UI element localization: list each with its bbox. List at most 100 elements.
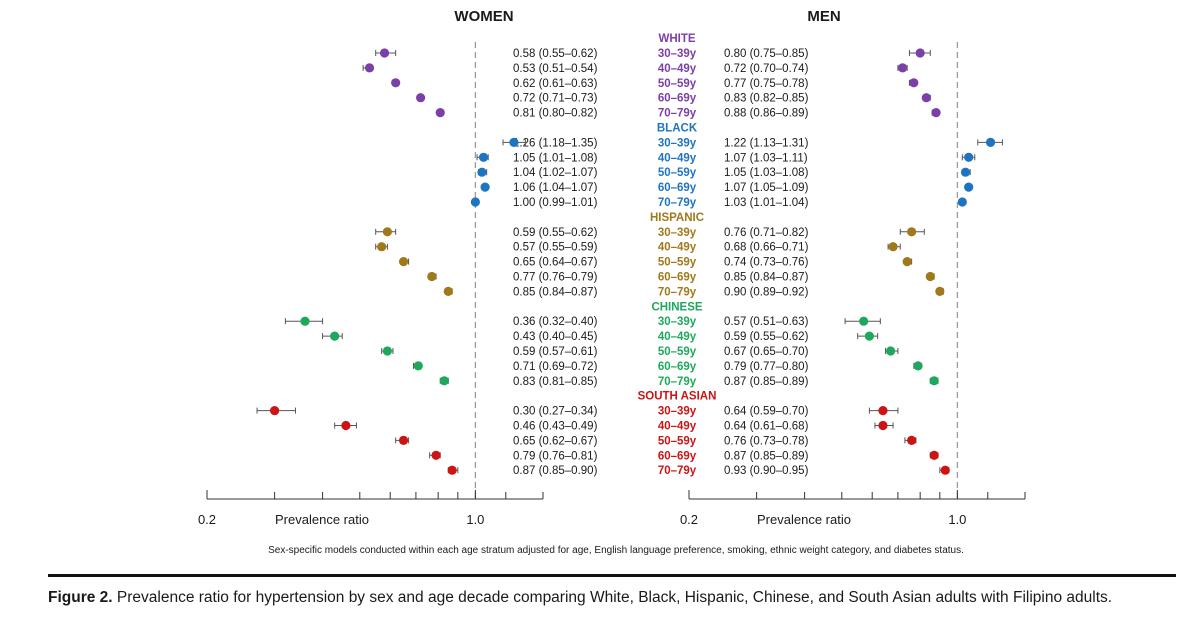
- x-axis-label-women: Prevalence ratio: [275, 512, 369, 527]
- estimate-text-women-south-asian-1: 0.46 (0.43–0.49): [513, 421, 598, 433]
- estimate-text-men-south-asian-2: 0.76 (0.73–0.78): [724, 435, 809, 447]
- age-label-black-3: 60–69y: [658, 182, 697, 194]
- point-women-hispanic-0: [382, 227, 392, 237]
- panel-title-women: WOMEN: [454, 8, 513, 25]
- age-label-south-asian-1: 40–49y: [658, 421, 697, 433]
- estimate-text-women-black-3: 1.06 (1.04–1.07): [513, 182, 598, 194]
- point-women-south-asian-3: [431, 450, 441, 460]
- estimate-text-men-black-4: 1.03 (1.01–1.04): [724, 197, 809, 209]
- point-women-black-0: [509, 137, 519, 147]
- point-men-chinese-3: [913, 361, 923, 371]
- age-label-hispanic-1: 40–49y: [658, 242, 697, 254]
- age-label-hispanic-3: 60–69y: [658, 272, 697, 284]
- estimate-text-women-hispanic-0: 0.59 (0.55–0.62): [513, 227, 598, 239]
- point-men-south-asian-3: [929, 450, 939, 460]
- group-label-south-asian: SOUTH ASIAN: [638, 391, 717, 403]
- age-label-white-0: 30–39y: [658, 48, 697, 60]
- estimate-text-men-south-asian-1: 0.64 (0.61–0.68): [724, 421, 809, 433]
- estimate-text-men-white-2: 0.77 (0.75–0.78): [724, 78, 809, 90]
- point-women-chinese-3: [413, 361, 423, 371]
- estimate-text-women-chinese-0: 0.36 (0.32–0.40): [513, 316, 598, 328]
- point-women-chinese-1: [330, 331, 340, 341]
- estimate-text-women-white-1: 0.53 (0.51–0.54): [513, 63, 598, 75]
- age-label-chinese-2: 50–59y: [658, 346, 697, 358]
- point-women-white-1: [364, 63, 375, 73]
- caption-label: Figure 2.: [48, 589, 113, 606]
- point-men-south-asian-1: [878, 420, 888, 431]
- point-men-black-2: [960, 167, 971, 177]
- point-men-white-4: [931, 108, 941, 118]
- point-men-south-asian-4: [940, 465, 950, 475]
- estimate-text-men-south-asian-0: 0.64 (0.59–0.70): [724, 406, 809, 418]
- estimate-text-men-hispanic-0: 0.76 (0.71–0.82): [724, 227, 809, 239]
- point-women-chinese-4: [439, 376, 449, 386]
- estimate-text-men-black-0: 1.22 (1.13–1.31): [724, 137, 809, 149]
- x-axis-label-men: Prevalence ratio: [757, 512, 851, 527]
- age-label-chinese-3: 60–69y: [658, 361, 697, 373]
- estimate-text-men-hispanic-2: 0.74 (0.73–0.76): [724, 257, 809, 269]
- estimate-text-men-chinese-1: 0.59 (0.55–0.62): [724, 331, 809, 343]
- estimate-text-women-chinese-4: 0.83 (0.81–0.85): [513, 376, 598, 388]
- estimate-text-men-hispanic-4: 0.90 (0.89–0.92): [724, 286, 809, 298]
- estimate-text-men-white-4: 0.88 (0.86–0.89): [724, 108, 809, 120]
- estimate-text-men-chinese-0: 0.57 (0.51–0.63): [724, 316, 809, 328]
- estimate-text-women-white-3: 0.72 (0.71–0.73): [513, 93, 598, 105]
- panel-title-men: MEN: [807, 8, 840, 25]
- point-men-black-4: [957, 197, 967, 207]
- age-label-black-1: 40–49y: [658, 152, 697, 164]
- age-label-black-0: 30–39y: [658, 137, 697, 149]
- estimate-text-women-black-4: 1.00 (0.99–1.01): [513, 197, 598, 209]
- x-tick-label-women-0.2: 0.2: [198, 512, 216, 527]
- point-men-black-3: [964, 182, 974, 192]
- point-men-hispanic-1: [888, 242, 898, 252]
- estimate-text-men-black-1: 1.07 (1.03–1.11): [724, 152, 808, 164]
- point-women-hispanic-4: [443, 286, 453, 296]
- estimate-text-men-chinese-4: 0.87 (0.85–0.89): [724, 376, 809, 388]
- point-women-south-asian-0: [270, 406, 280, 416]
- point-men-black-0: [985, 137, 996, 147]
- group-label-white: WHITE: [658, 33, 695, 45]
- estimate-text-women-south-asian-0: 0.30 (0.27–0.34): [513, 406, 598, 418]
- estimate-text-men-south-asian-4: 0.93 (0.90–0.95): [724, 465, 809, 477]
- point-women-white-3: [416, 93, 426, 103]
- estimate-text-men-white-1: 0.72 (0.70–0.74): [724, 63, 809, 75]
- point-women-black-2: [477, 167, 487, 177]
- estimate-text-women-chinese-3: 0.71 (0.69–0.72): [513, 361, 598, 373]
- point-men-hispanic-3: [925, 271, 935, 282]
- estimate-text-men-white-0: 0.80 (0.75–0.85): [724, 48, 809, 60]
- age-label-south-asian-4: 70–79y: [658, 465, 697, 477]
- point-men-south-asian-0: [878, 406, 888, 416]
- caption-divider: [48, 574, 1176, 577]
- forest-plot: WOMEN MEN WHITE 30–39y 0.58 (0.55–0.62) 0.80 …: [198, 8, 1026, 556]
- estimate-text-women-hispanic-4: 0.85 (0.84–0.87): [513, 286, 598, 298]
- x-tick-label-men-0.2: 0.2: [680, 512, 698, 527]
- point-men-black-1: [964, 152, 974, 162]
- age-label-south-asian-0: 30–39y: [658, 406, 697, 418]
- age-label-hispanic-4: 70–79y: [658, 286, 697, 298]
- age-label-chinese-4: 70–79y: [658, 376, 697, 388]
- point-women-chinese-2: [382, 346, 392, 356]
- estimate-text-women-chinese-2: 0.59 (0.57–0.61): [513, 346, 598, 358]
- estimate-text-women-chinese-1: 0.43 (0.40–0.45): [513, 331, 598, 343]
- figure-caption: Figure 2. Prevalence ratio for hypertens…: [48, 587, 1183, 608]
- estimate-text-women-south-asian-4: 0.87 (0.85–0.90): [513, 465, 598, 477]
- age-label-black-2: 50–59y: [658, 167, 697, 179]
- caption-text: Prevalence ratio for hypertension by sex…: [116, 589, 1113, 606]
- point-men-hispanic-2: [902, 257, 912, 267]
- age-label-white-1: 40–49y: [658, 63, 697, 75]
- age-label-white-3: 60–69y: [658, 93, 697, 105]
- age-label-chinese-1: 40–49y: [658, 331, 697, 343]
- point-women-black-3: [480, 182, 490, 192]
- group-label-black: BLACK: [657, 123, 698, 135]
- point-men-white-1: [898, 63, 908, 73]
- point-men-white-0: [915, 48, 925, 58]
- point-women-chinese-0: [300, 316, 310, 326]
- point-men-chinese-1: [864, 331, 874, 341]
- point-women-white-2: [391, 78, 401, 88]
- age-label-south-asian-3: 60–69y: [658, 450, 697, 462]
- estimate-text-men-chinese-3: 0.79 (0.77–0.80): [724, 361, 809, 373]
- age-label-white-4: 70–79y: [658, 108, 697, 120]
- estimate-text-men-south-asian-3: 0.87 (0.85–0.89): [724, 450, 809, 462]
- estimate-text-women-hispanic-2: 0.65 (0.64–0.67): [513, 257, 598, 269]
- estimate-text-women-hispanic-3: 0.77 (0.76–0.79): [513, 272, 598, 284]
